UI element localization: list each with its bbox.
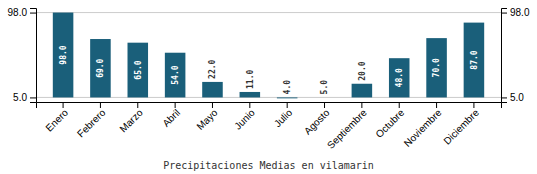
x-axis: EneroFebrero Marzo Abril Mayo Junio Julio Agos…: [37, 102, 502, 151]
tick-mark: [501, 97, 507, 98]
tick-mark: [361, 102, 362, 108]
tick-mark: [501, 13, 507, 14]
tick-label: Junio: [232, 107, 257, 132]
tick-label: Marzo: [117, 107, 145, 135]
tick-mark: [287, 102, 288, 108]
grid-line: [36, 12, 501, 13]
grid: [36, 13, 501, 98]
tick-mark: [399, 102, 400, 108]
tick-label: Julio: [272, 107, 295, 130]
tick: Febrero: [75, 102, 108, 139]
data-label: 22.0: [208, 59, 217, 78]
tick: Noviembre: [402, 102, 444, 149]
tick-label: Noviembre: [402, 107, 444, 149]
tick: Enero: [44, 102, 71, 134]
data-label: 4.0: [283, 80, 292, 95]
tick-label: Abril: [160, 107, 182, 129]
bar: [202, 82, 223, 98]
y-axis-left: 98.0 5.0: [8, 7, 37, 103]
tick: Septiembre: [325, 102, 369, 151]
bar: [53, 13, 74, 98]
tick-mark: [473, 102, 474, 108]
data-label: 65.0: [134, 60, 143, 79]
tick-mark: [30, 97, 36, 98]
tick: Abril: [160, 102, 182, 129]
tick-mark: [324, 102, 325, 108]
data-label: 5.0: [320, 80, 329, 95]
data-label: 98.0: [59, 45, 68, 64]
chart: 98.0 69.0 65.0 54.0 22.0 11.0 4.0 5.0 20.0 48.0 70…: [0, 0, 537, 174]
tick: Agosto: [302, 102, 332, 137]
tick-label: 98.0: [8, 7, 28, 18]
x-axis-title: Precipitaciones Medias en vilamarin: [163, 160, 374, 171]
tick-mark: [249, 102, 250, 108]
bar: [352, 84, 373, 98]
tick-mark: [137, 102, 138, 108]
bar: [240, 92, 261, 97]
tick: Junio: [232, 102, 257, 132]
tick-mark: [100, 102, 101, 108]
bar: [426, 38, 447, 97]
data-label: 69.0: [96, 58, 105, 77]
data-label: 11.0: [246, 70, 255, 89]
tick: Mayo: [194, 102, 219, 132]
tick: 5.0: [501, 92, 524, 103]
bar: [165, 53, 186, 98]
tick-label: Mayo: [194, 107, 219, 132]
y-axis-right: 98.0 5.0: [501, 7, 530, 103]
bar: [277, 97, 298, 99]
axis-line: [37, 103, 502, 109]
plot: 98.0 69.0 65.0 54.0 22.0 11.0 4.0 5.0 20.0 48.0 70…: [8, 7, 530, 151]
bar: [314, 97, 335, 98]
bar: [90, 39, 111, 97]
tick: Octubre: [373, 102, 406, 140]
tick-label: Febrero: [75, 107, 108, 140]
data-label: 48.0: [395, 68, 404, 87]
tick-mark: [175, 102, 176, 108]
bar: [464, 23, 485, 98]
tick-label: 5.0: [510, 92, 524, 103]
data-labels: 98.0 69.0 65.0 54.0 22.0 11.0 4.0 5.0 20.0 48.0 70…: [59, 45, 479, 94]
tick-mark: [30, 13, 36, 14]
tick: Diciembre: [441, 102, 481, 147]
data-label: 70.0: [432, 58, 441, 77]
data-label: 87.0: [470, 50, 479, 69]
tick-label: 98.0: [510, 7, 530, 18]
bar: [128, 43, 149, 98]
tick: Marzo: [117, 102, 145, 134]
bar: [389, 58, 410, 97]
tick-label: Diciembre: [441, 107, 481, 147]
data-label: 54.0: [171, 65, 180, 84]
tick: 98.0: [501, 7, 530, 18]
tick-label: Enero: [44, 107, 71, 134]
tick-mark: [436, 102, 437, 108]
tick: 98.0: [8, 7, 36, 18]
bars: [53, 13, 484, 99]
tick-label: 5.0: [13, 92, 27, 103]
data-label: 20.0: [358, 61, 367, 80]
tick-mark: [63, 102, 64, 108]
tick-mark: [212, 102, 213, 108]
tick: 5.0: [13, 92, 36, 103]
tick-label: Septiembre: [325, 107, 369, 151]
tick-label: Octubre: [373, 107, 406, 140]
axis-line: [502, 9, 508, 103]
tick-label: Agosto: [302, 107, 332, 137]
axis-line: [30, 9, 37, 103]
tick: Julio: [272, 102, 295, 129]
